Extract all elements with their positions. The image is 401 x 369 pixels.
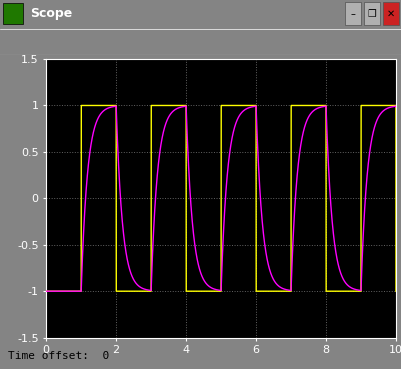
Text: ❒: ❒ xyxy=(367,9,375,19)
FancyBboxPatch shape xyxy=(382,2,398,25)
Text: –: – xyxy=(350,9,354,19)
FancyBboxPatch shape xyxy=(3,3,22,24)
Text: Scope: Scope xyxy=(30,7,72,20)
Text: Time offset:  0: Time offset: 0 xyxy=(8,351,109,361)
Text: ✕: ✕ xyxy=(386,9,394,19)
FancyBboxPatch shape xyxy=(363,2,379,25)
FancyBboxPatch shape xyxy=(344,2,360,25)
